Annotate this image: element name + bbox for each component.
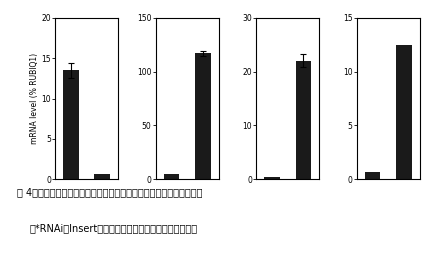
Bar — [195, 54, 211, 179]
Text: （*RNAiのInsertとは異なる領域のプライマーで測定）: （*RNAiのInsertとは異なる領域のプライマーで測定） — [30, 223, 198, 233]
Bar — [164, 174, 179, 179]
Bar — [95, 174, 110, 179]
Bar — [365, 172, 380, 179]
Bar — [63, 70, 79, 179]
Text: 围 4　イネの葉身における防御関連遣伝子の発現解析（播種後７週）: 围 4 イネの葉身における防御関連遣伝子の発現解析（播種後７週） — [17, 187, 203, 197]
Y-axis label: mRNA level (% RUBIQ1): mRNA level (% RUBIQ1) — [30, 53, 39, 144]
Bar — [396, 45, 412, 179]
Bar — [296, 61, 311, 179]
Bar — [264, 177, 280, 179]
